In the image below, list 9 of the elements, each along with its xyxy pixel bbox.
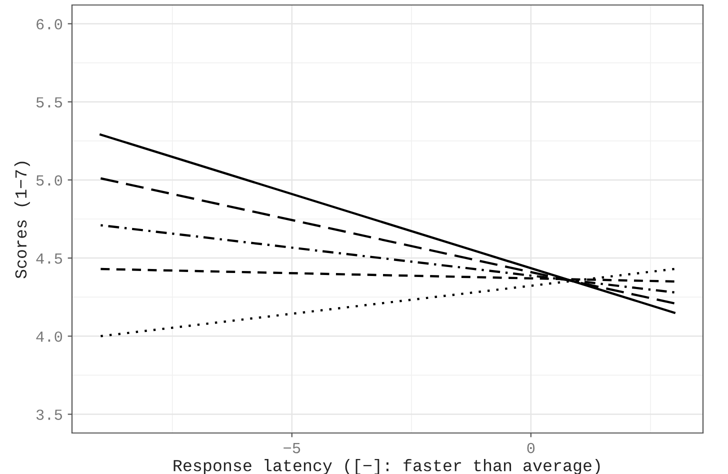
y-tick-label: 5.0 [36, 175, 62, 186]
y-tick-label: 6.0 [36, 19, 62, 30]
y-tick-label: 4.5 [36, 254, 62, 264]
y-axis-title: Scores (1−7) [14, 162, 30, 278]
x-tick-label: 0 [527, 442, 535, 454]
y-tick-label: 4.0 [36, 331, 62, 342]
x-tick-label: −5 [284, 443, 300, 454]
y-tick-label: 3.5 [36, 410, 62, 420]
y-tick-label: 5.5 [36, 97, 62, 108]
